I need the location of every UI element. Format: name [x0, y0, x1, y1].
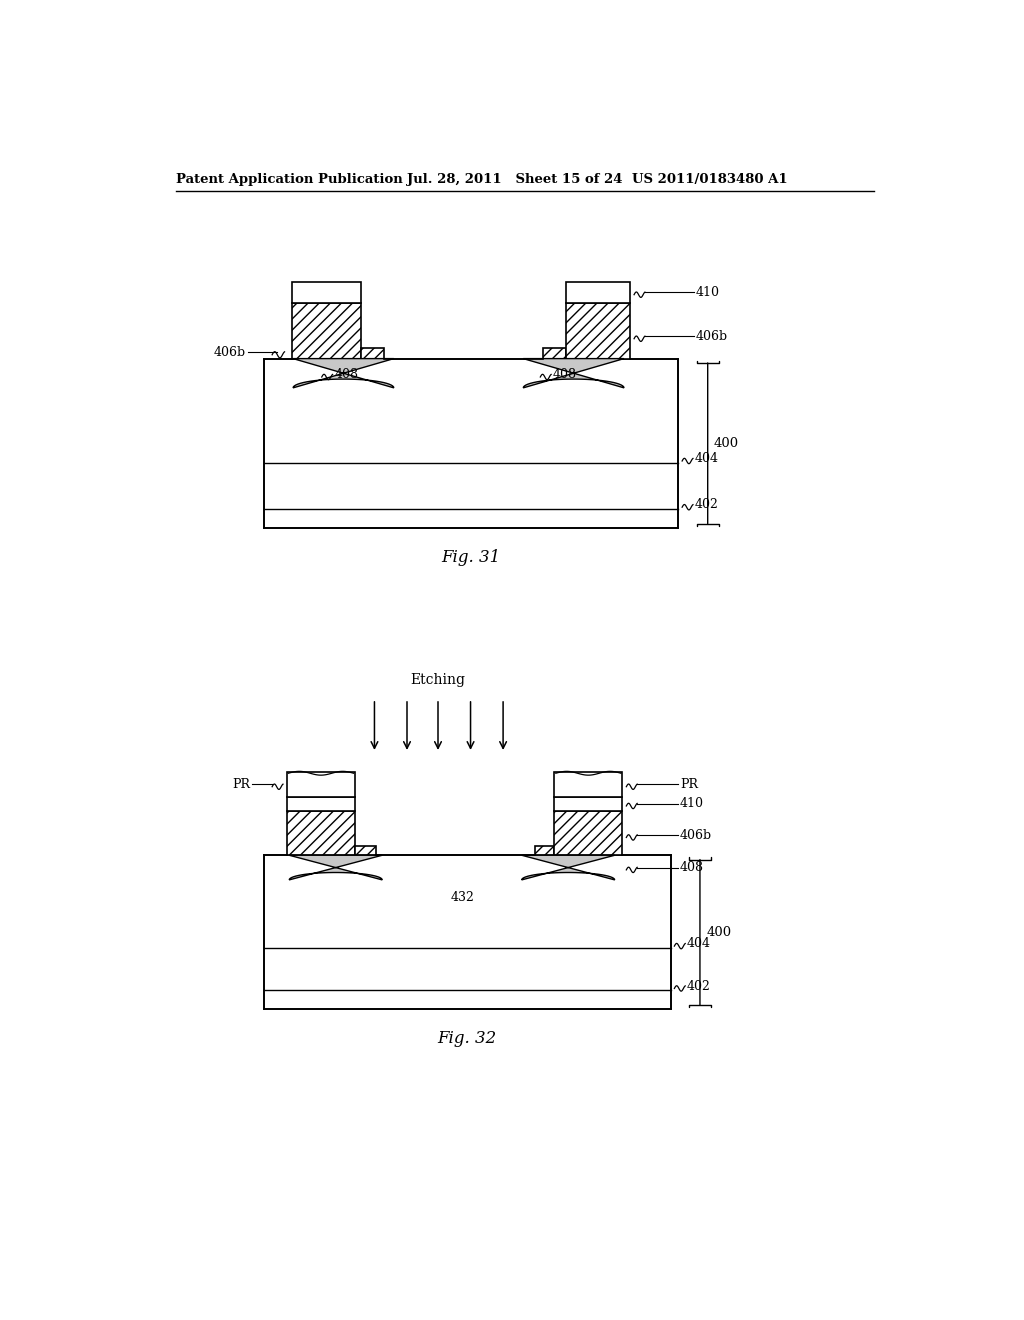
Bar: [287, 772, 355, 797]
Text: PR: PR: [232, 777, 251, 791]
Bar: [554, 797, 623, 810]
Bar: [554, 810, 623, 855]
Text: PR: PR: [680, 777, 697, 791]
Bar: [554, 772, 623, 797]
Text: US 2011/0183480 A1: US 2011/0183480 A1: [632, 173, 787, 186]
Text: 402: 402: [687, 979, 711, 993]
Text: 402: 402: [694, 499, 719, 511]
Text: 406b: 406b: [680, 829, 712, 842]
Bar: [535, 846, 554, 855]
Bar: [263, 359, 678, 528]
Text: Fig. 32: Fig. 32: [437, 1030, 497, 1047]
Bar: [287, 810, 355, 855]
Text: 410: 410: [680, 797, 703, 810]
Text: Jul. 28, 2011   Sheet 15 of 24: Jul. 28, 2011 Sheet 15 of 24: [407, 173, 623, 186]
Text: 408: 408: [334, 368, 358, 381]
Bar: [263, 855, 671, 1010]
Text: 406b: 406b: [695, 330, 727, 343]
Bar: [543, 348, 566, 359]
Bar: [287, 797, 355, 810]
Text: 400: 400: [714, 437, 739, 450]
Text: 408: 408: [680, 861, 703, 874]
Polygon shape: [523, 359, 624, 388]
Bar: [566, 304, 630, 359]
Text: 408: 408: [553, 368, 577, 381]
Polygon shape: [521, 855, 614, 880]
Polygon shape: [289, 855, 382, 880]
Bar: [355, 846, 376, 855]
Bar: [566, 281, 630, 304]
Bar: [360, 348, 384, 359]
Text: 432: 432: [451, 891, 475, 904]
Text: 406b: 406b: [214, 346, 246, 359]
Bar: [292, 304, 360, 359]
Text: 400: 400: [707, 925, 731, 939]
Text: 404: 404: [694, 453, 719, 465]
Polygon shape: [293, 359, 394, 388]
Text: Patent Application Publication: Patent Application Publication: [176, 173, 402, 186]
Text: 404: 404: [687, 937, 711, 950]
Text: 410: 410: [695, 286, 719, 298]
Bar: [292, 281, 360, 304]
Text: Fig. 31: Fig. 31: [441, 549, 501, 566]
Text: Etching: Etching: [411, 673, 466, 688]
